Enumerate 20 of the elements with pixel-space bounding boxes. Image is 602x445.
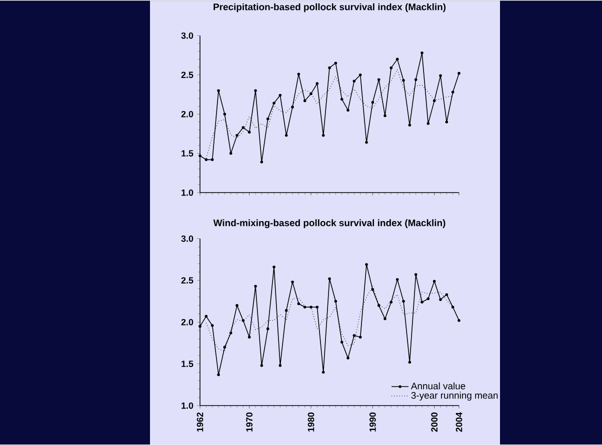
y-tick-label: 3.0 <box>181 236 194 242</box>
y-tick-label: 1.5 <box>182 360 194 368</box>
y-tick-label: 2.0 <box>181 111 194 118</box>
y-tick-label: 2.5 <box>181 72 194 78</box>
y-tick-label: 1.5 <box>182 150 194 157</box>
legend-label: 3-year running mean <box>411 392 498 401</box>
x-tick-label: 2004 <box>456 412 462 432</box>
y-tick-label: 3.0 <box>181 32 194 39</box>
x-tick-label: 1990 <box>369 412 376 432</box>
x-tick-label: 1970 <box>246 412 253 432</box>
x-tick-label: 2000 <box>431 412 438 432</box>
chart-title: Precipitation-based pollock survival index (Macklin) <box>214 3 446 12</box>
y-tick-label: 1.0 <box>182 402 194 409</box>
x-tick-label: 1962 <box>196 412 204 432</box>
y-tick-label: 2.0 <box>181 319 194 326</box>
y-tick-label: 2.5 <box>181 277 194 284</box>
legend-label: Annual value <box>410 382 466 390</box>
y-tick-label: 1.0 <box>182 190 194 196</box>
chart-title: Wind-mixing-based pollock survival index (Macklin) <box>213 219 446 228</box>
x-tick-label: 1980 <box>308 412 314 432</box>
